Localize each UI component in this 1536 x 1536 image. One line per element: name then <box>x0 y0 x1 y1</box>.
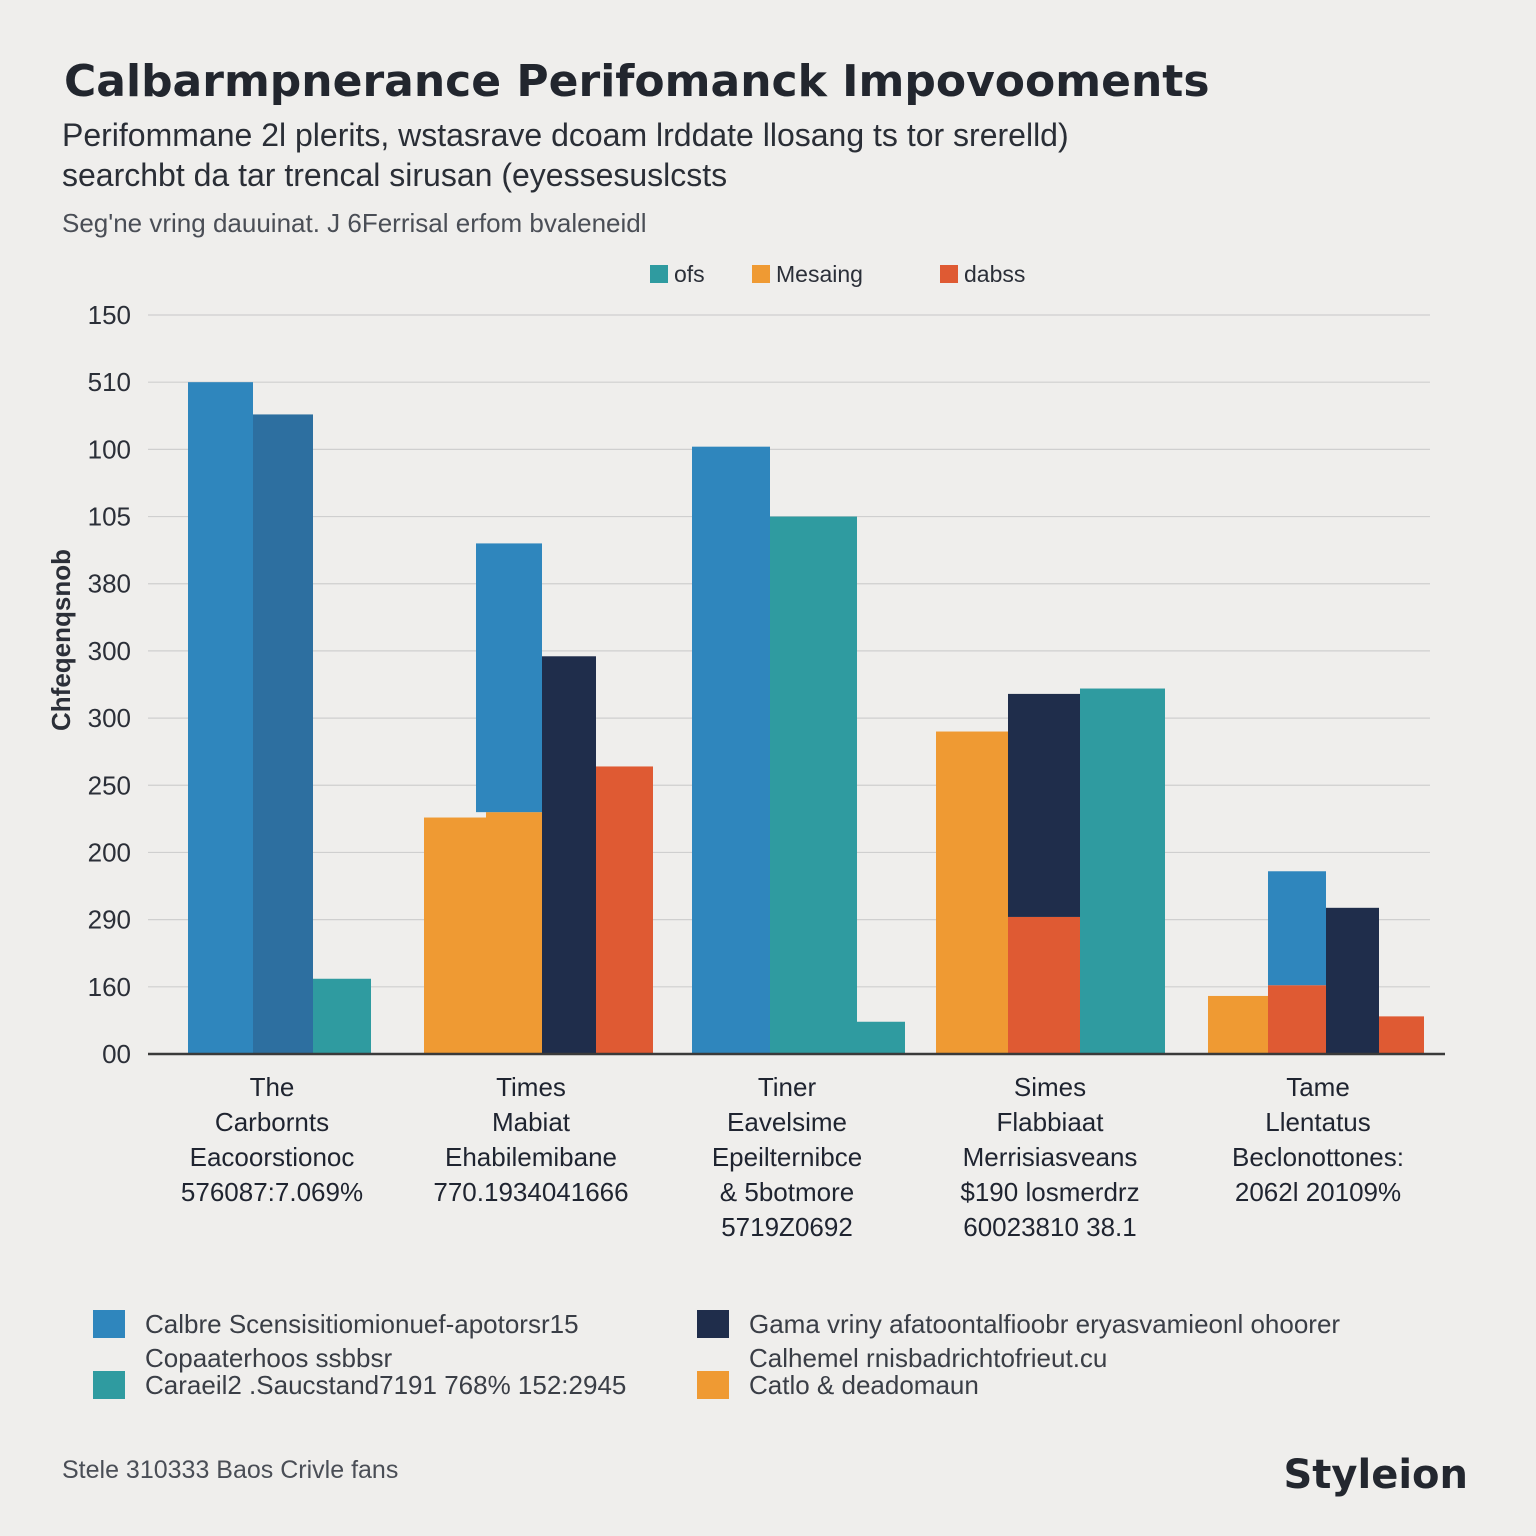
bar <box>1268 871 1326 986</box>
category-label-line: Eacoorstionoc <box>190 1142 355 1172</box>
category-label-line: The <box>250 1072 295 1102</box>
y-tick-label: 100 <box>88 434 131 464</box>
category-label-line: 60023810 38.1 <box>963 1212 1137 1242</box>
legend-label: Mesaing <box>776 261 863 287</box>
category-label-line: Flabbiaat <box>997 1107 1105 1137</box>
bar <box>253 414 313 1054</box>
category-label-line: Beclonottones: <box>1232 1142 1404 1172</box>
y-tick-label: 510 <box>88 367 131 397</box>
key-text: Gama vriny afatoontalfioobr eryasvamieon… <box>749 1309 1340 1339</box>
legend: ofs Mesaing dabss <box>650 261 1025 287</box>
bar <box>936 731 1008 1054</box>
category-label-line: 2062l 20109% <box>1235 1177 1401 1207</box>
bar <box>542 656 596 1054</box>
subtitle-line-1: Perifommane 2l plerits, wstasrave dcoam … <box>62 117 1069 153</box>
legend-label: dabss <box>964 261 1025 287</box>
bar <box>1379 1016 1424 1054</box>
category-label-line: Tiner <box>758 1072 817 1102</box>
category-label-line: Simes <box>1014 1072 1086 1102</box>
bar <box>692 446 770 1054</box>
category-label-line: & 5botmore <box>720 1177 854 1207</box>
y-tick-label: 300 <box>88 636 131 666</box>
bar <box>1008 916 1080 1054</box>
category-label-line: 770.1934041666 <box>433 1177 628 1207</box>
y-axis-label: Chfeqenqsnob <box>46 549 76 731</box>
category-label-line: Eavelsime <box>727 1107 847 1137</box>
key-text: Catlo & deadomaun <box>749 1370 979 1400</box>
category-label-line: 5719Z0692 <box>721 1212 853 1242</box>
brand-logo: Styleion <box>1283 1452 1468 1498</box>
category-label-line: Ehabilemibane <box>445 1142 617 1172</box>
bar <box>857 1021 905 1054</box>
subtitle-line-2: searchbt da tar trencal sirusan (eyesses… <box>62 157 727 193</box>
key-text: Calbre Scensisitiomionuef-apotorsr15 <box>145 1309 579 1339</box>
category-label-line: Llentatus <box>1265 1107 1371 1137</box>
bar <box>770 516 857 1054</box>
category-label-line: Carbornts <box>215 1107 329 1137</box>
bar <box>596 766 653 1054</box>
legend-swatch <box>940 265 958 283</box>
bar <box>424 817 486 1054</box>
legend-swatch <box>752 265 770 283</box>
key-swatch <box>697 1310 729 1338</box>
y-tick-label: 200 <box>88 837 131 867</box>
chart-title: Calbarmpnerance Perifomanck Impovooments <box>64 56 1210 107</box>
footer-note: Stele 310333 Baos Crivle fans <box>62 1456 398 1484</box>
category-label-line: Merrisiasveans <box>963 1142 1138 1172</box>
key-text: Caraeil2 .Saucstand7191 768% 152:2945 <box>145 1370 626 1400</box>
category-label-line: Tame <box>1286 1072 1350 1102</box>
bar <box>1268 985 1326 1054</box>
key-text: Calhemel rnisbadrichtofrieut.cu <box>749 1343 1107 1373</box>
category-label-line: $190 losmerdrz <box>960 1177 1139 1207</box>
bars <box>188 382 1424 1054</box>
bar <box>1080 688 1165 1054</box>
bar <box>1008 693 1080 917</box>
y-tick-label: 380 <box>88 569 131 599</box>
bar <box>1208 995 1268 1054</box>
y-tick-label: 150 <box>88 300 131 330</box>
bar <box>188 382 253 1054</box>
category-labels: The Carbornts Eacoorstionoc 576087:7.069% Ti… <box>181 1072 1404 1242</box>
y-tick-label: 300 <box>88 703 131 733</box>
key-swatch <box>93 1310 125 1338</box>
y-axis-ticks: 00 160 290 200 250 300 300 380 105 100 510 150 <box>88 300 131 1069</box>
bottom-key: Calbre Scensisitiomionuef-apotorsr15 Copa… <box>93 1309 1340 1400</box>
legend-swatch <box>650 265 668 283</box>
key-swatch <box>93 1371 125 1399</box>
category-label-line: Times <box>496 1072 566 1102</box>
key-swatch <box>697 1371 729 1399</box>
bar <box>313 978 371 1054</box>
legend-label: ofs <box>674 261 705 287</box>
y-tick-label: 250 <box>88 770 131 800</box>
bar <box>486 812 542 1054</box>
bar <box>1326 907 1379 1054</box>
chart-note: Seg'ne vring dauuinat. J 6Ferrisal erfom… <box>62 208 647 238</box>
category-label-line: 576087:7.069% <box>181 1177 363 1207</box>
category-label-line: Epeilternibce <box>712 1142 862 1172</box>
key-text: Copaaterhoos ssbbsr <box>145 1343 392 1373</box>
category-label-line: Mabiat <box>492 1107 571 1137</box>
y-tick-label: 105 <box>88 502 131 532</box>
y-tick-label: 160 <box>88 972 131 1002</box>
y-tick-label: 00 <box>102 1039 131 1069</box>
bar <box>476 543 542 813</box>
y-tick-label: 290 <box>88 905 131 935</box>
